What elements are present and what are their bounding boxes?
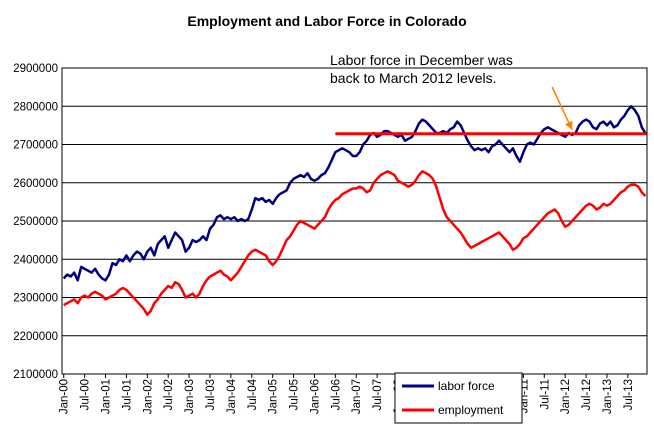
x-tick-label: Jul-12 (581, 379, 593, 410)
gridlines (62, 67, 647, 375)
annotation: Labor force in December was back to Marc… (330, 52, 573, 131)
x-tick-label: Jul-05 (289, 379, 301, 410)
x-tick-label: Jul-13 (623, 379, 635, 410)
y-axis-ticks: 2100000 2200000 2300000 2400000 2500000 26000… (13, 63, 58, 381)
y-tick-label: 2500000 (13, 216, 58, 228)
x-tick-label: Jan-07 (351, 379, 363, 414)
x-tick-label: Jan-12 (560, 379, 572, 414)
x-tick-label: Jan-03 (184, 379, 196, 414)
y-tick-label: 2300000 (13, 293, 58, 305)
x-tick-label: Jan-01 (101, 379, 113, 414)
x-tick-label: Jul-11 (539, 379, 551, 409)
x-tick-label: Jul-04 (247, 378, 259, 410)
x-axis-ticks: Jan-00 Jul-00 Jan-01 Jul-01 Jan-02 Jul-02 Jan-… (59, 374, 635, 414)
series-lines (62, 105, 647, 316)
x-tick-label: Jul-06 (330, 379, 342, 410)
x-tick-label: Jul-00 (80, 379, 92, 410)
annotation-arrowhead (565, 120, 573, 130)
x-tick-label: Jan-05 (268, 379, 280, 414)
y-tick-label: 2700000 (13, 140, 58, 152)
y-tick-label: 2200000 (13, 331, 58, 343)
legend-box (394, 372, 523, 424)
legend: labor force employment (394, 372, 523, 424)
x-tick-label: Jan-02 (142, 379, 154, 414)
chart-title: Employment and Labor Force in Colorado (187, 13, 466, 29)
x-tick-label: Jan-00 (59, 379, 71, 414)
series-line-labor-force (62, 105, 647, 282)
plot-frame (61, 67, 648, 375)
x-tick-label: Jan-06 (309, 379, 321, 414)
x-tick-label: Jul-02 (163, 379, 175, 410)
y-tick-label: 2900000 (13, 63, 58, 75)
legend-label-labor-force: labor force (438, 379, 495, 393)
x-tick-label: Jan-04 (226, 378, 238, 414)
annotation-line-2: back to March 2012 levels. (330, 70, 497, 86)
x-tick-label: Jul-01 (121, 379, 133, 410)
series-line-employment (63, 170, 647, 316)
y-tick-label: 2800000 (13, 101, 58, 113)
x-tick-label: Jul-07 (372, 379, 384, 410)
y-tick-label: 2400000 (13, 254, 58, 266)
legend-label-employment: employment (438, 403, 504, 417)
y-tick-label: 2600000 (13, 178, 58, 190)
annotation-line-1: Labor force in December was (330, 52, 513, 68)
x-tick-label: Jan-13 (602, 379, 614, 414)
y-tick-label: 2100000 (13, 369, 58, 381)
x-tick-label: Jul-03 (205, 379, 217, 410)
plot-area-border (61, 67, 648, 375)
